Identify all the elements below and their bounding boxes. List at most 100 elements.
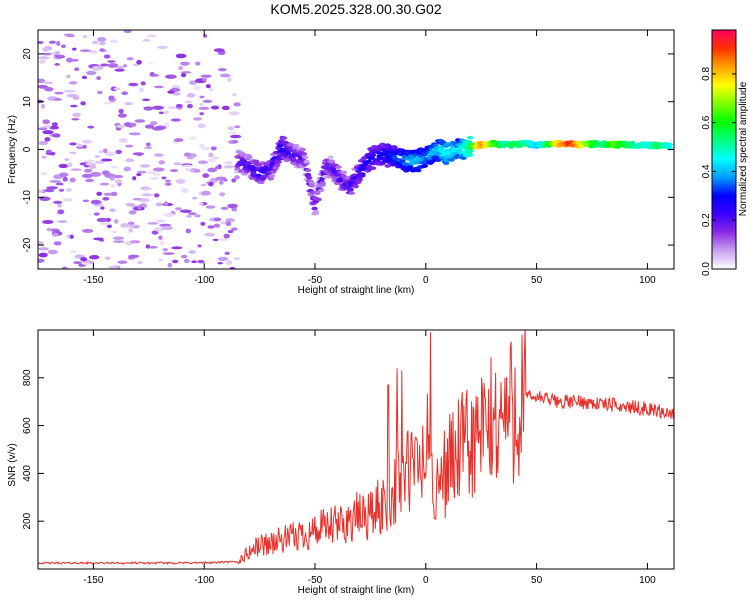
spectrogram-noise-cell bbox=[165, 179, 171, 183]
snr-layer bbox=[38, 330, 674, 566]
spectrogram-noise-cell bbox=[202, 34, 208, 38]
spectrogram-noise-cell bbox=[208, 181, 214, 187]
spectrogram-noise-cell bbox=[231, 227, 238, 231]
snr-xtick-label: 0 bbox=[423, 575, 429, 586]
spectrogram-noise-cell bbox=[136, 59, 142, 65]
spectrogram-noise-cell bbox=[81, 139, 93, 144]
spectrogram-trace-cell bbox=[304, 168, 312, 172]
spectrogram-noise-cell bbox=[40, 172, 48, 176]
spectrogram-noise-cell bbox=[38, 41, 44, 44]
spectrogram-noise-cell bbox=[120, 223, 130, 228]
spectrogram-noise-cell bbox=[81, 75, 88, 80]
spectrogram-noise-cell bbox=[118, 108, 124, 114]
spectrogram-noise-cell bbox=[41, 103, 46, 109]
spectrogram-noise-cell bbox=[125, 158, 135, 163]
spectrogram-trace-cell bbox=[352, 184, 359, 189]
spectrogram-noise-cell bbox=[90, 199, 102, 205]
spectrogram-noise-cell bbox=[188, 250, 196, 254]
spectrogram-noise-cell bbox=[128, 132, 141, 136]
spectrogram-noise-cell bbox=[151, 126, 164, 131]
spectrogram-noise-cell bbox=[143, 106, 154, 111]
spectrogram-noise-cell bbox=[96, 217, 108, 223]
spectrogram-noise-cell bbox=[42, 119, 51, 125]
spectrogram-noise-cell bbox=[181, 164, 193, 168]
spectrogram-noise-cell bbox=[189, 80, 197, 85]
spectrogram-noise-cell bbox=[231, 178, 237, 183]
spectrogram-noise-cell bbox=[225, 218, 236, 223]
spectrogram-noise-cell bbox=[199, 143, 205, 148]
spectrogram-noise-cell bbox=[175, 179, 186, 184]
spectrogram-noise-cell bbox=[193, 168, 201, 173]
spectrogram-noise-cell bbox=[199, 95, 205, 99]
spectrogram-cells bbox=[38, 30, 673, 269]
spectrogram-noise-cell bbox=[69, 151, 77, 155]
spectrogram-noise-cell bbox=[153, 172, 161, 177]
spectrogram-noise-cell bbox=[128, 254, 140, 259]
spectrogram-noise-cell bbox=[226, 77, 232, 82]
spectrogram-noise-cell bbox=[110, 191, 118, 197]
spectrogram-noise-cell bbox=[230, 134, 242, 139]
spectrogram-noise-cell bbox=[138, 87, 144, 93]
spectrogram-noise-cell bbox=[227, 203, 238, 209]
spectrogram-noise-cell bbox=[110, 165, 118, 169]
spectrogram-noise-cell bbox=[72, 112, 81, 118]
spectrogram-noise-cell bbox=[157, 45, 169, 50]
spectrogram-noise-cell bbox=[51, 122, 58, 127]
snr-xtick-label: 100 bbox=[639, 575, 656, 586]
spectrogram-trace-cell bbox=[456, 149, 463, 153]
spectrogram-noise-cell bbox=[123, 166, 131, 172]
spectrogram-noise-cell bbox=[147, 171, 156, 174]
spectrogram-noise-cell bbox=[69, 177, 76, 183]
spectrogram-noise-cell bbox=[98, 65, 104, 70]
spectrogram-noise-cell bbox=[158, 235, 163, 240]
spectrogram-noise-cell bbox=[219, 73, 231, 78]
spectrogram-noise-cell bbox=[128, 210, 137, 215]
snr-ytick-label: 200 bbox=[22, 512, 33, 529]
snr-series-line bbox=[38, 330, 674, 566]
spectrogram-noise-cell bbox=[151, 230, 159, 235]
spectrogram-noise-cell bbox=[49, 228, 60, 232]
spectrogram-trace-cell bbox=[274, 163, 281, 168]
spectrogram-noise-cell bbox=[223, 233, 230, 239]
spectrogram-noise-cell bbox=[58, 163, 69, 169]
spectrogram-noise-cell bbox=[98, 41, 106, 46]
spectrogram-trace-cell bbox=[240, 159, 248, 164]
spectrogram-xtick-label: -100 bbox=[194, 275, 214, 286]
spectrogram-noise-cell bbox=[198, 106, 210, 110]
spectrogram-noise-cell bbox=[148, 245, 158, 249]
spectrogram-noise-cell bbox=[98, 149, 104, 154]
spectrogram-noise-cell bbox=[136, 260, 143, 265]
spectrogram-noise-cell bbox=[47, 249, 59, 255]
spectrogram-noise-cell bbox=[49, 179, 62, 183]
spectrogram-trace-cell bbox=[315, 197, 322, 202]
spectrogram-noise-cell bbox=[170, 118, 181, 122]
spectrogram-noise-cell bbox=[147, 34, 157, 38]
spectrogram-noise-cell bbox=[223, 165, 235, 169]
snr-axes: -150 -100 -50 0 50 100 200 400 600 800 bbox=[22, 330, 674, 586]
spectrogram-noise-cell bbox=[83, 159, 95, 163]
spectrogram-noise-cell bbox=[197, 160, 208, 165]
spectrogram-noise-cell bbox=[112, 236, 125, 241]
snr-ytick-label: 400 bbox=[22, 465, 33, 482]
spectrogram-noise-cell bbox=[89, 255, 100, 260]
spectrogram-trace-cell bbox=[448, 158, 455, 162]
spectrogram-noise-cell bbox=[38, 252, 48, 258]
spectrogram-trace-cell bbox=[359, 172, 366, 176]
spectrogram-noise-cell bbox=[225, 221, 232, 227]
spectrogram-noise-cell bbox=[199, 112, 204, 116]
spectrogram-trace-cell bbox=[384, 164, 391, 168]
spectrogram-noise-cell bbox=[116, 66, 125, 69]
spectrogram-noise-cell bbox=[109, 176, 115, 181]
spectrogram-noise-cell bbox=[174, 207, 182, 211]
spectrogram-trace-cell bbox=[284, 151, 292, 155]
spectrogram-noise-cell bbox=[123, 30, 132, 33]
spectrogram-noise-cell bbox=[103, 54, 111, 59]
spectrogram-noise-cell bbox=[137, 153, 142, 157]
spectrogram-trace-cell bbox=[292, 143, 300, 148]
spectrogram-noise-cell bbox=[38, 247, 49, 251]
spectrogram-noise-cell bbox=[54, 51, 61, 55]
spectrogram-noise-cell bbox=[167, 106, 179, 109]
spectrogram-trace-cell bbox=[340, 170, 348, 175]
spectrogram-noise-cell bbox=[89, 50, 98, 54]
